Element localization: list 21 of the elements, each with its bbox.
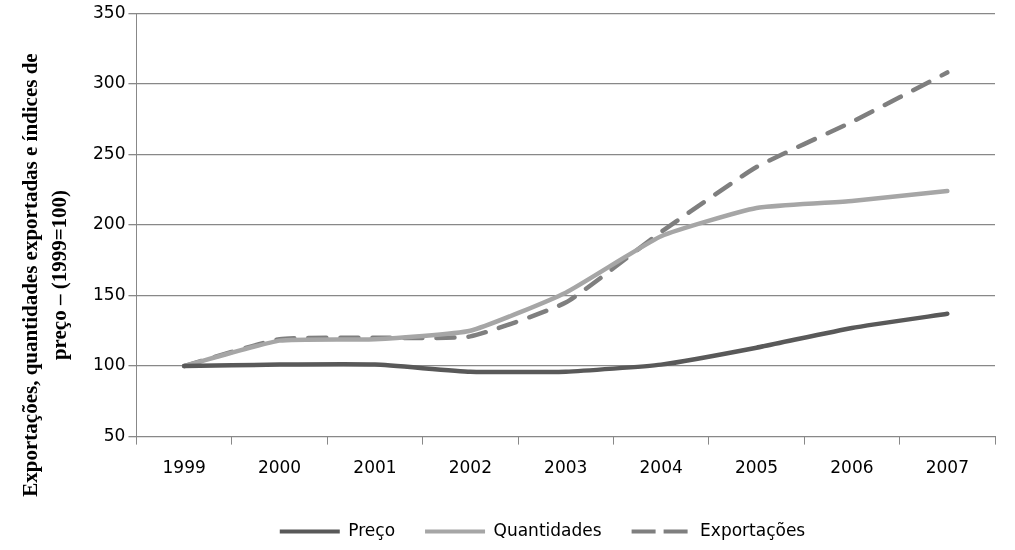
legend-label: Exportações (700, 519, 806, 540)
x-tick-label: 2000 (257, 457, 302, 478)
y-tick-label: 350 (92, 1, 126, 22)
y-tick-label: 200 (92, 213, 126, 234)
y-tick-label: 50 (103, 425, 126, 446)
y-tick-label: 300 (92, 72, 126, 93)
x-tick-label: 2001 (353, 457, 397, 478)
x-tick-label: 2002 (448, 457, 492, 478)
y-tick-label: 250 (92, 142, 126, 163)
x-tick-label: 2004 (639, 457, 683, 478)
line-series (181, 311, 950, 375)
x-tick-label: 1999 (162, 457, 206, 478)
y-axis-title: Exportações, quantidades exportadas e índices de preço – (1999=100) (17, 52, 72, 499)
x-tick-label: 2003 (544, 457, 588, 478)
x-tick-label: 2007 (925, 457, 969, 478)
legend-label: Quantidades (493, 519, 602, 540)
legend-label: Preço (348, 519, 396, 540)
y-tick-label: 150 (92, 283, 126, 304)
x-tick-label: 2005 (734, 457, 779, 478)
y-tick-label: 100 (92, 354, 126, 375)
x-tick-label: 2006 (830, 457, 874, 478)
